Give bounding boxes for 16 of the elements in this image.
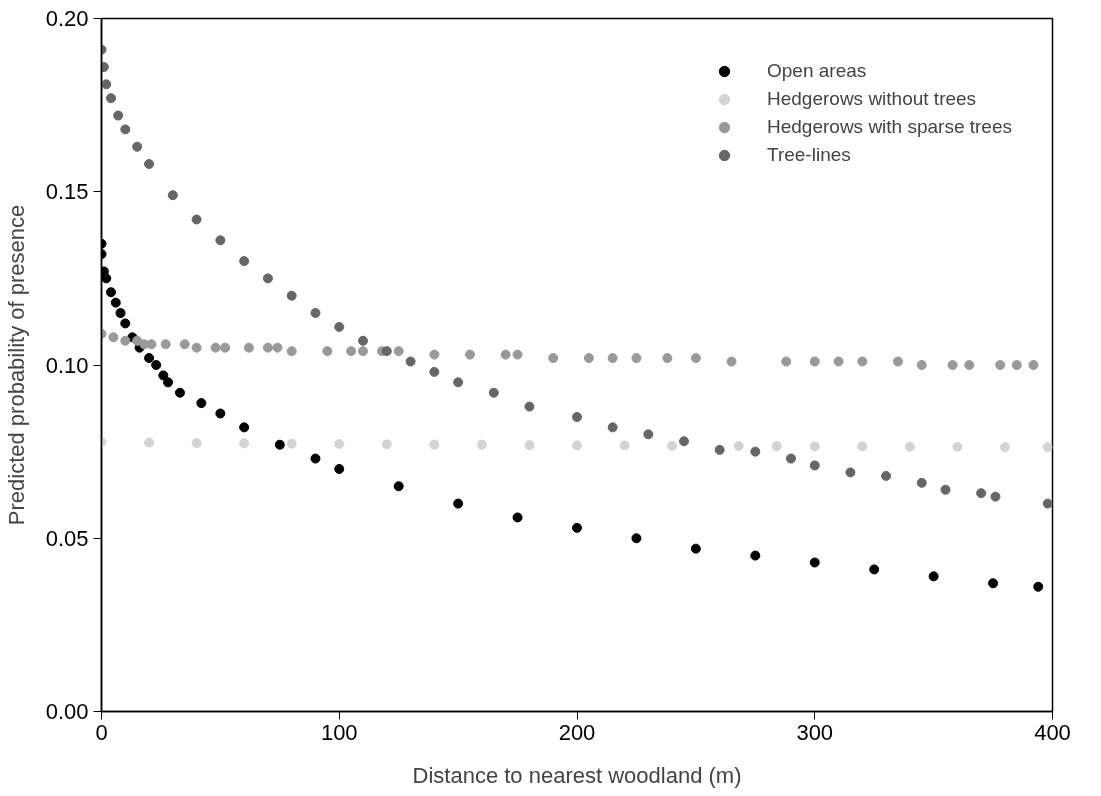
y-tick-label: 0.20: [45, 6, 89, 31]
x-tick-label: 300: [796, 719, 834, 745]
legend-label: Hedgerows without trees: [767, 88, 977, 110]
x-tick-label: 100: [320, 719, 358, 745]
x-tick-label: 200: [558, 719, 596, 745]
y-tick-label: 0.15: [45, 179, 89, 205]
y-tick-label: 0.00: [45, 699, 89, 724]
x-tick-label: 400: [1034, 719, 1071, 745]
x-axis-title: Distance to nearest woodland (m): [412, 762, 742, 788]
x-tick-label: 0: [95, 719, 108, 745]
y-tick-label: 0.10: [45, 352, 89, 378]
legend-label: Hedgerows with sparse trees: [767, 116, 1012, 138]
y-axis-title: Predicted probability of presence: [3, 204, 29, 526]
legend-label: Tree-lines: [767, 144, 851, 166]
legend-label: Open areas: [767, 60, 867, 82]
y-tick-label: 0.05: [45, 525, 89, 551]
